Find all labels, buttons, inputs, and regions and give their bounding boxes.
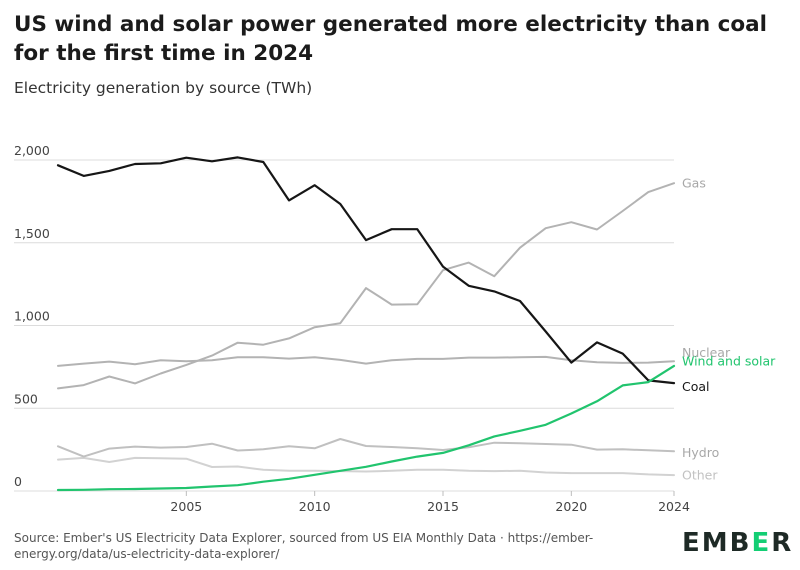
series-label-coal: Coal	[682, 379, 710, 394]
y-tick-label: 2,000	[14, 143, 50, 158]
series-label-nuclear: Nuclear	[682, 345, 731, 360]
series-label-gas: Gas	[682, 176, 706, 191]
x-tick-label: 2015	[427, 499, 459, 514]
series-layer	[56, 156, 676, 492]
logo-accent-letter: E	[751, 528, 772, 558]
chart-title: US wind and solar power generated more e…	[14, 12, 768, 66]
y-tick-label: 1,500	[14, 226, 50, 241]
y-tick-label: 0	[14, 474, 22, 489]
series-label-wind-and-solar: Wind and solar	[682, 354, 776, 369]
series-line-gas	[57, 182, 675, 390]
x-tick-label: 2010	[299, 499, 331, 514]
y-tick-label: 1,000	[14, 309, 50, 324]
x-tick-label: 2020	[555, 499, 587, 514]
series-line-wind-and-solar	[56, 364, 676, 492]
logo-text: EMBER	[682, 528, 794, 558]
series-line-coal	[56, 156, 676, 385]
series-line-other	[57, 456, 675, 477]
series-label-other: Other	[682, 468, 718, 483]
x-tick-label: 2005	[170, 499, 202, 514]
ember-logo: EMBER	[682, 528, 793, 558]
source-note: Source: Ember's US Electricity Data Expl…	[14, 531, 594, 561]
x-tick-label: 2024	[658, 499, 690, 514]
series-line-nuclear	[57, 355, 675, 367]
series-label-hydro: Hydro	[682, 445, 719, 460]
grid-layer: 0 500 1,000 1,500 2,000 2005 2010 2015 2020 2024	[14, 143, 690, 514]
series-line-hydro	[57, 438, 675, 458]
y-tick-label: 500	[14, 391, 38, 406]
chart-subtitle: Electricity generation by source (TWh)	[14, 79, 313, 97]
